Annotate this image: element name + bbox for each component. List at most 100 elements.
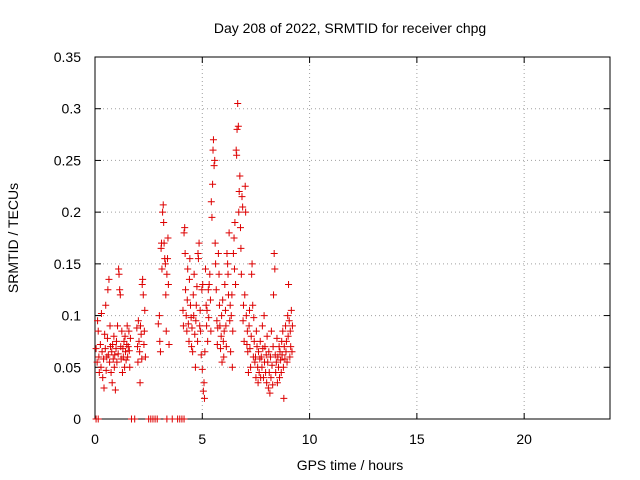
data-point	[95, 353, 103, 361]
data-point	[102, 366, 110, 374]
y-tick-label: 0.2	[62, 204, 82, 220]
data-point	[162, 291, 170, 299]
data-point	[286, 327, 294, 335]
data-point	[184, 265, 192, 273]
data-point	[250, 337, 258, 345]
data-point	[237, 244, 245, 252]
data-point	[267, 327, 275, 335]
data-point	[244, 368, 252, 376]
data-point	[210, 162, 218, 170]
data-point	[184, 320, 192, 328]
data-point	[183, 296, 191, 304]
x-tick-label: 10	[302, 431, 318, 447]
data-point	[123, 322, 131, 330]
data-point	[165, 341, 173, 349]
data-point	[216, 322, 224, 330]
data-point	[112, 345, 120, 353]
data-point	[239, 203, 247, 211]
data-point	[197, 351, 205, 359]
data-point	[264, 358, 272, 366]
tick-labels: 0 5 10 15 20 0 0.05 0.1 0.15 0.2 0.25 0.3 0.35	[54, 49, 532, 447]
data-point	[219, 296, 227, 304]
data-point	[231, 218, 239, 226]
data-point	[93, 358, 101, 366]
data-point	[253, 343, 261, 351]
data-point	[113, 358, 121, 366]
data-point	[196, 306, 204, 314]
data-point	[279, 363, 287, 371]
data-point	[238, 193, 246, 201]
data-point	[160, 218, 168, 226]
data-point	[133, 324, 141, 332]
data-point	[137, 330, 145, 338]
data-point	[204, 286, 212, 294]
data-point	[273, 334, 281, 342]
data-point	[280, 394, 288, 402]
data-point	[159, 208, 167, 216]
data-point	[220, 353, 228, 361]
data-point	[141, 353, 149, 361]
data-point	[104, 286, 112, 294]
data-point	[202, 265, 210, 273]
data-point	[255, 368, 263, 376]
data-point	[250, 314, 258, 322]
data-point	[110, 332, 118, 340]
data-point	[97, 363, 105, 371]
data-point	[133, 343, 141, 351]
data-point	[197, 327, 205, 335]
data-point	[233, 125, 241, 133]
data-point	[205, 314, 213, 322]
data-point	[247, 332, 255, 340]
data-point	[108, 379, 116, 387]
data-point	[225, 229, 233, 237]
data-point	[106, 322, 114, 330]
data-point	[203, 322, 211, 330]
data-point	[247, 363, 255, 371]
data-point	[192, 317, 200, 325]
data-point	[183, 327, 191, 335]
data-point	[135, 337, 143, 345]
data-point	[99, 374, 107, 382]
data-point	[103, 334, 111, 342]
data-point	[256, 337, 264, 345]
data-point	[246, 306, 253, 314]
data-point	[288, 322, 296, 330]
data-point	[288, 348, 296, 356]
data-point	[131, 415, 139, 423]
data-point	[162, 327, 170, 335]
data-point	[267, 374, 275, 382]
data-point	[193, 283, 201, 291]
data-point	[200, 379, 208, 387]
data-point	[215, 270, 223, 278]
data-point	[139, 291, 147, 299]
data-point	[213, 341, 221, 349]
data-point	[94, 317, 102, 325]
data-point	[160, 239, 168, 247]
data-point	[212, 286, 220, 294]
data-point	[284, 312, 292, 320]
data-point	[207, 327, 215, 335]
data-point	[242, 208, 250, 216]
data-point	[94, 327, 102, 335]
data-point	[271, 265, 279, 273]
data-point	[270, 291, 278, 299]
data-point	[108, 348, 116, 356]
data-point	[230, 234, 238, 242]
data-point	[186, 255, 194, 263]
data-point	[115, 270, 123, 278]
data-point	[179, 306, 187, 314]
data-point	[181, 224, 189, 232]
data-point	[268, 361, 276, 369]
data-point	[163, 270, 171, 278]
data-point	[194, 337, 202, 345]
data-point	[138, 355, 146, 363]
data-point	[204, 337, 212, 345]
data-point	[282, 322, 290, 330]
data-point	[156, 348, 164, 356]
data-point	[282, 337, 290, 345]
data-point	[114, 350, 122, 358]
data-point	[194, 255, 202, 263]
data-point	[226, 301, 234, 309]
data-point	[221, 281, 229, 289]
